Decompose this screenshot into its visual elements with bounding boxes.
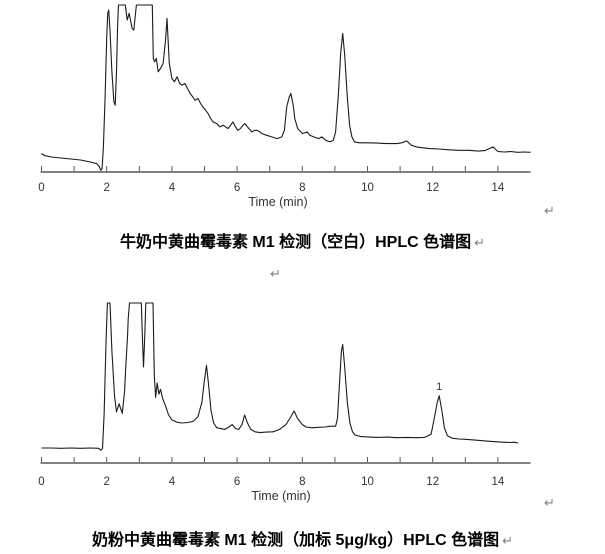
x-tick-label: 8 [299,182,305,194]
chromatogram-blank-milk: 0 2 4 6 8 10 12 14 Time (min) [38,4,531,209]
x-tick-label: 10 [361,182,374,194]
x-tick-label: 12 [426,476,439,488]
x-tick-label: 8 [299,476,305,488]
x-tick-label: 4 [169,476,176,488]
x-axis-title: Time (min) [248,195,307,209]
x-tick-label: 12 [426,182,439,194]
x-tick-label: 6 [234,182,240,194]
x-tick-label: 4 [169,182,176,194]
chart2-caption: 奶粉中黄曲霉毒素 M1 检测（加标 5μg/kg）HPLC 色谱图 ↵ [0,526,605,550]
x-axis-title: Time (min) [251,489,310,503]
line-break-mark-icon: ↵ [502,534,514,549]
line-break-mark-icon: ↵ [544,204,555,219]
x-tick-label: 2 [103,182,109,194]
x-tick-label: 14 [492,476,505,488]
x-tick-label: 6 [234,476,240,488]
x-tick-label: 0 [38,476,44,488]
chart1-caption-text: 牛奶中黄曲霉毒素 M1 检测（空白）HPLC 色谱图 [119,234,472,251]
line-break-mark-icon: ↵ [544,496,555,511]
peak-label: 1 [436,381,442,393]
line-break-mark-icon: ↵ [474,236,486,251]
x-tick-label: 0 [38,182,44,194]
x-tick-label: 2 [103,476,109,488]
x-tick-label: 14 [492,182,505,194]
chromatogram-spiked-milk-powder: 0 2 4 6 8 10 12 14 Time (min) 1 [38,302,531,503]
chromatogram-trace [41,4,531,171]
line-break-mark-icon: ↵ [270,267,281,282]
x-tick-label: 10 [361,476,374,488]
chart2-caption-text: 奶粉中黄曲霉毒素 M1 检测（加标 5μg/kg）HPLC 色谱图 [91,532,500,549]
chromatogram-trace [41,302,519,451]
chart1-caption: 牛奶中黄曲霉毒素 M1 检测（空白）HPLC 色谱图 ↵ [0,228,605,252]
